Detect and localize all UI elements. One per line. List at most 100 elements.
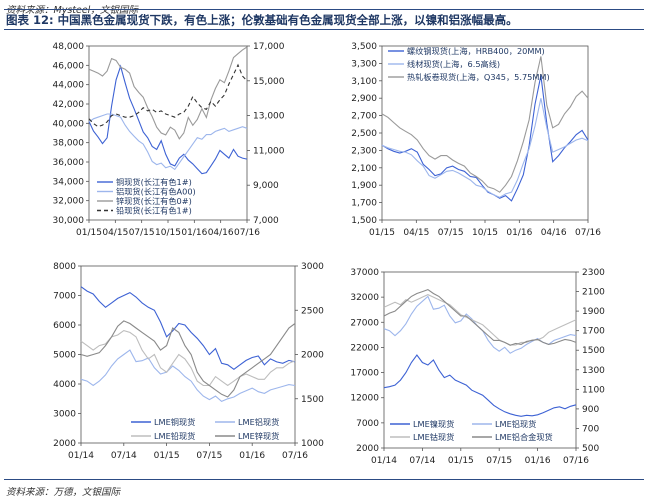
y2-tick-label: 1700 xyxy=(582,327,605,337)
y-tick-label: 2000 xyxy=(53,439,76,449)
series-line xyxy=(381,75,589,202)
source-note-top: 资料来源：Mysteel，文银国际 xyxy=(6,5,138,16)
x-tick-label: 04/16 xyxy=(541,228,567,238)
x-tick-label: 01/14 xyxy=(68,451,94,461)
y-tick-label: 48,000 xyxy=(53,42,85,52)
y-tick-label: 44,000 xyxy=(53,81,85,91)
y2-tick-label: 15,000 xyxy=(253,77,285,87)
y-tick-label: 2,900 xyxy=(351,94,377,104)
y2-tick-label: 900 xyxy=(582,405,599,415)
x-tick-label: 07/16 xyxy=(234,228,260,238)
y-tick-label: 42,000 xyxy=(53,100,85,110)
series-line xyxy=(381,56,589,193)
y-tick-label: 34,000 xyxy=(53,177,85,187)
legend-label: 线材现货(上海，6.5高线) xyxy=(407,59,500,69)
y2-tick-label: 17,000 xyxy=(253,42,285,52)
y-tick-label: 1,500 xyxy=(351,216,377,226)
y2-tick-label: 3000 xyxy=(301,262,324,272)
series-line xyxy=(381,98,589,199)
series-line xyxy=(383,293,577,346)
x-tick-label: 04/15 xyxy=(403,228,429,238)
y-tick-label: 2,300 xyxy=(351,146,377,156)
y2-tick-label: 2000 xyxy=(301,351,324,361)
y-tick-label: 7000 xyxy=(53,292,76,302)
legend-label: LME钴现货 xyxy=(413,432,454,442)
legend-label: 铝现货(长江有色A00) xyxy=(116,187,196,197)
legend-label: 铅现货(长江有色1#) xyxy=(116,206,192,216)
y2-tick-label: 500 xyxy=(582,444,599,454)
chart-2: 1,500 1,700 1,900 2,100 2,300 2,500 2,700 2,900… xyxy=(351,42,601,238)
legend-label: LME铝现货 xyxy=(495,419,536,429)
chart-1: 30,000 32,000 34,000 36,000 38,000 40,000 42,0… xyxy=(53,42,285,238)
y-tick-label: 30,000 xyxy=(53,216,85,226)
y-tick-label: 12000 xyxy=(350,394,379,404)
y-tick-label: 1,900 xyxy=(351,181,377,191)
legend-label: LME镍现货 xyxy=(413,419,454,429)
chart-4: 2000 7000 12000 17000 22000 27000 32000 37000 50… xyxy=(350,268,605,466)
divider xyxy=(4,29,644,30)
source-note-bottom: 资料来源：万德，文银国际 xyxy=(6,487,121,498)
x-tick-label: 07/14 xyxy=(409,456,435,466)
series-line xyxy=(383,288,577,346)
y-tick-label: 40,000 xyxy=(53,119,85,129)
y-tick-label: 3,100 xyxy=(351,77,377,87)
series-line xyxy=(80,320,296,398)
y2-tick-label: 1000 xyxy=(301,439,324,449)
series-line xyxy=(80,329,296,387)
legend-label: LME铝合金现货 xyxy=(495,432,553,442)
x-tick-label: 07/16 xyxy=(575,228,601,238)
y2-tick-label: 7,000 xyxy=(253,216,279,226)
x-tick-label: 10/15 xyxy=(472,228,498,238)
x-tick-label: 01/16 xyxy=(506,228,532,238)
legend-label: LME铜现货 xyxy=(154,417,195,427)
plot-frame xyxy=(383,271,577,449)
y2-tick-label: 2300 xyxy=(582,268,605,278)
y-tick-label: 3,300 xyxy=(351,59,377,69)
x-tick-label: 07/15 xyxy=(196,451,222,461)
y-tick-label: 38,000 xyxy=(53,139,85,149)
y-tick-label: 5000 xyxy=(53,351,76,361)
x-tick-label: 07/16 xyxy=(282,451,308,461)
y-tick-label: 32000 xyxy=(350,293,379,303)
x-tick-label: 10/15 xyxy=(155,228,181,238)
y-tick-label: 2,100 xyxy=(351,164,377,174)
series-line xyxy=(88,46,248,140)
legend-label: 锌现货(长江有色0#) xyxy=(116,196,192,206)
y2-tick-label: 2100 xyxy=(582,288,605,298)
legend-label: LME锌现货 xyxy=(238,431,279,441)
series-line xyxy=(88,64,248,175)
series-line xyxy=(80,286,296,370)
x-tick-label: 07/15 xyxy=(438,228,464,238)
y-tick-label: 4000 xyxy=(53,380,76,390)
x-tick-label: 04/15 xyxy=(102,228,128,238)
y-tick-label: 2000 xyxy=(356,444,379,454)
y2-tick-label: 700 xyxy=(582,424,599,434)
legend-label: 热轧板卷现货(上海，Q345，5.75MM) xyxy=(407,72,550,82)
chart-3: 2000 3000 4000 5000 6000 7000 8000 1000 1500 2000… xyxy=(53,262,324,461)
y-tick-label: 8000 xyxy=(53,262,76,272)
x-tick-label: 01/15 xyxy=(369,228,395,238)
page-title: 图表 12: 中国黑色金属现货下跌，有色上涨；伦敦基础有色金属现货全部上涨，以镍… xyxy=(6,13,518,27)
x-tick-label: 01/15 xyxy=(76,228,102,238)
y-tick-label: 3000 xyxy=(53,410,76,420)
y-tick-label: 3,500 xyxy=(351,42,377,52)
x-tick-label: 01/15 xyxy=(154,451,180,461)
series-line xyxy=(383,295,577,354)
x-tick-label: 01/14 xyxy=(371,456,397,466)
x-tick-label: 07/14 xyxy=(111,451,137,461)
y2-tick-label: 1900 xyxy=(582,307,605,317)
y2-tick-label: 1500 xyxy=(582,346,605,356)
y-tick-label: 46,000 xyxy=(53,61,85,71)
x-tick-label: 01/16 xyxy=(239,451,265,461)
y-tick-label: 37000 xyxy=(350,268,379,278)
x-tick-label: 07/15 xyxy=(486,456,512,466)
y-tick-label: 17000 xyxy=(350,369,379,379)
x-tick-label: 01/16 xyxy=(525,456,551,466)
y-tick-label: 27000 xyxy=(350,318,379,328)
x-tick-label: 04/16 xyxy=(208,228,234,238)
y2-tick-label: 9,000 xyxy=(253,181,279,191)
y-tick-label: 2,500 xyxy=(351,129,377,139)
x-tick-label: 07/16 xyxy=(563,456,589,466)
y-tick-label: 2,700 xyxy=(351,112,377,122)
y2-tick-label: 1300 xyxy=(582,366,605,376)
